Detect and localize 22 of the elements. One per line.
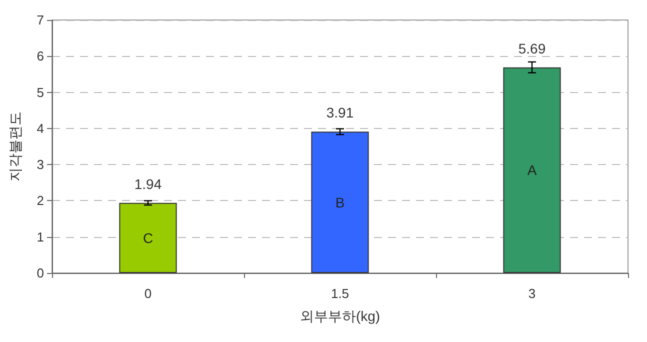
y-tick-label: 3 bbox=[36, 157, 44, 172]
y-tick-label: 7 bbox=[36, 12, 44, 28]
data-label: 1.94 bbox=[134, 176, 162, 192]
x-tick-label: 3 bbox=[528, 286, 536, 301]
data-label: 5.69 bbox=[518, 40, 546, 56]
annotation: B bbox=[335, 194, 345, 210]
y-tick-label: 1 bbox=[36, 229, 44, 244]
y-tick-label: 2 bbox=[36, 193, 44, 208]
x-tick-label: 0 bbox=[144, 286, 152, 301]
data-label: 3.91 bbox=[326, 104, 354, 121]
x-tick-label: 1.5 bbox=[330, 286, 350, 301]
y-tick-label: 0 bbox=[36, 266, 44, 280]
y-axis-title: 지각불편도 bbox=[7, 112, 23, 182]
y-tick-label: 5 bbox=[36, 84, 44, 100]
x-axis-title: 외부부하(kg) bbox=[300, 308, 380, 324]
annotation: C bbox=[142, 230, 154, 246]
bar bbox=[119, 202, 177, 273]
y-tick-label: 4 bbox=[36, 120, 44, 136]
y-tick-label: 6 bbox=[36, 48, 44, 64]
annotation: A bbox=[527, 162, 538, 178]
bar bbox=[503, 67, 561, 273]
bar bbox=[311, 132, 369, 273]
